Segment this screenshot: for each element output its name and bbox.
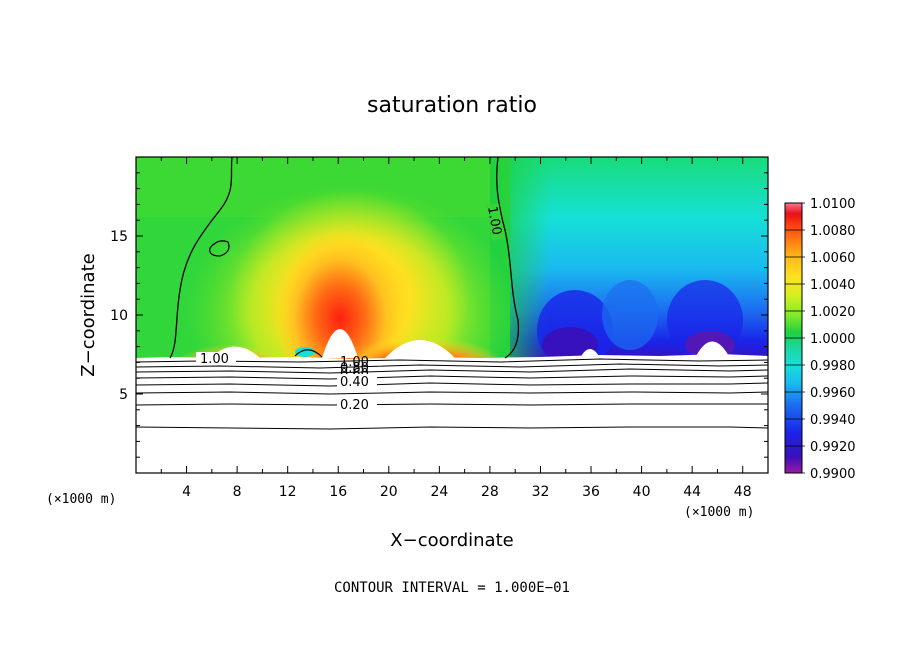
colorbar-label: 1.0100: [810, 197, 856, 212]
y-tick-label: 5: [119, 387, 128, 403]
contour-label-0-40: 0.40: [340, 375, 369, 390]
x-tick-label: 32: [532, 484, 550, 500]
x-tick-label: 16: [329, 484, 347, 500]
colorbar-label: 0.9920: [810, 440, 856, 455]
y-axis-title: Z−coordinate: [78, 253, 99, 376]
x-tick-label: 28: [481, 484, 499, 500]
colorbar-label: 0.9940: [810, 413, 856, 428]
x-tick-label: 12: [279, 484, 297, 500]
x-axis: 4 8 12 16 20 24 28 32 36 40 44 48: [160, 157, 752, 500]
colorbar-label: 1.0040: [810, 278, 856, 293]
contour-labels: 1.00 1.00 1.00 0.80 0.60 0.40 0.20: [196, 203, 505, 413]
x-tick-label: 40: [633, 484, 651, 500]
colorbar-label: 1.0060: [810, 251, 856, 266]
x-unit-left: (×1000 m): [46, 492, 116, 507]
y-axis: 5 10 15: [110, 172, 768, 458]
y-tick-label: 10: [110, 308, 128, 324]
x-axis-title: X−coordinate: [390, 530, 513, 551]
contour-label-1-00-mid: 1.00: [340, 355, 369, 370]
x-tick-label: 20: [380, 484, 398, 500]
x-tick-label: 44: [683, 484, 701, 500]
colorbar-label: 1.0020: [810, 305, 856, 320]
saturation-field: [136, 157, 768, 473]
contour-label-1-00-right: 1.00: [484, 205, 504, 236]
colorbar-label: 1.0000: [810, 332, 856, 347]
x-tick-label: 8: [233, 484, 242, 500]
contour-label-0-20: 0.20: [340, 398, 369, 413]
contour-label-0-80: 0.80: [340, 361, 369, 376]
colorbar-label: 1.0080: [810, 224, 856, 239]
x-tick-label: 4: [182, 484, 191, 500]
y-tick-label: 15: [110, 229, 128, 245]
contour-interval-note: CONTOUR INTERVAL = 1.000E−01: [334, 580, 570, 596]
colorbar-label: 0.9960: [810, 386, 856, 401]
x-tick-label: 36: [582, 484, 600, 500]
x-tick-label: 24: [430, 484, 448, 500]
contour-label-1-00-base: 1.00: [200, 352, 229, 367]
x-unit-right: (×1000 m): [684, 505, 754, 520]
chart-title: saturation ratio: [367, 93, 537, 118]
colorbar-label: 0.9980: [810, 359, 856, 374]
colorbar-label: 0.9900: [810, 467, 856, 482]
colorbar-labels: 1.0100 1.0080 1.0060 1.0040 1.0020 1.0000 0.99…: [785, 197, 856, 482]
x-tick-label: 48: [734, 484, 752, 500]
